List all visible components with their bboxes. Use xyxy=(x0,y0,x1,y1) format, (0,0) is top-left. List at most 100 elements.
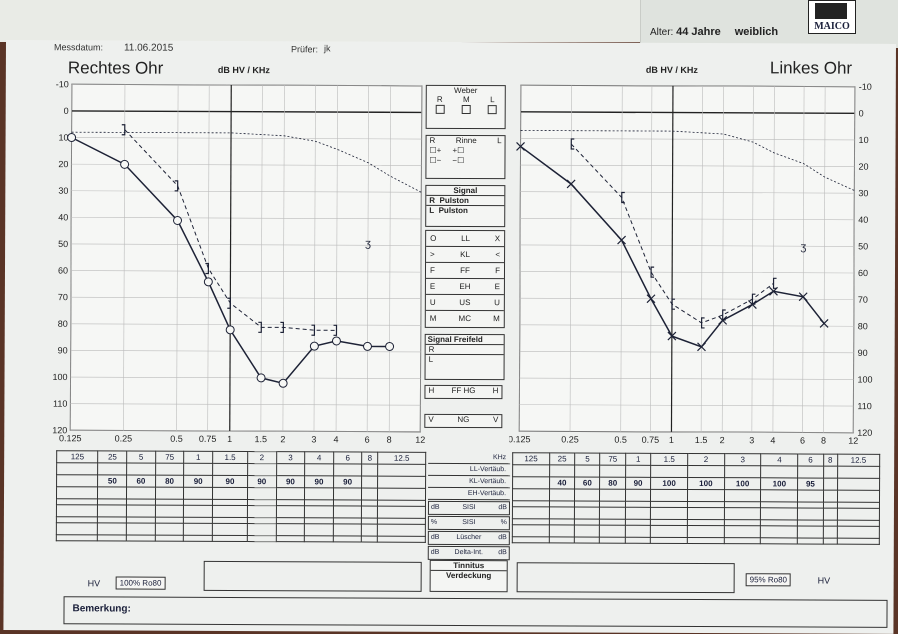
table-cell: 90 xyxy=(625,477,651,490)
table-cell: 2 xyxy=(247,451,277,464)
y-tick-label: 110 xyxy=(53,399,67,409)
plot-area xyxy=(518,84,856,434)
hv-right-label: HV xyxy=(87,578,101,589)
table-cell xyxy=(823,466,838,479)
table-cell xyxy=(377,476,426,489)
hv-left-label: HV xyxy=(817,575,831,586)
row-label: KHz xyxy=(428,451,511,465)
table-cell xyxy=(333,505,362,519)
table-row xyxy=(56,534,426,543)
grid-line xyxy=(282,85,285,432)
table-cell xyxy=(275,523,305,536)
table-cell: 95 xyxy=(797,477,824,491)
grid-line xyxy=(519,377,854,380)
x-tick-label: 0.125 xyxy=(509,434,530,444)
table-cell xyxy=(276,487,305,500)
table-cell xyxy=(126,523,156,536)
table-row xyxy=(512,536,880,545)
table-cell xyxy=(275,505,305,518)
sisi-row: dB Delta-Int. dB xyxy=(427,545,510,561)
y-tick-label: 30 xyxy=(858,188,868,198)
left-unit-label: dB HV / KHz xyxy=(645,64,698,76)
table-cell xyxy=(377,506,426,519)
tinnitus-box: Tinnitus Verdeckung xyxy=(429,559,508,593)
data-point xyxy=(566,179,576,189)
table-cell xyxy=(56,462,99,475)
ng-row: V NG V xyxy=(424,413,503,429)
table-cell xyxy=(333,487,362,501)
table-cell xyxy=(724,507,761,520)
table-cell xyxy=(761,465,798,478)
table-cell: 80 xyxy=(155,475,184,488)
tinnitus-right-box xyxy=(203,560,422,592)
weber-checkbox-r[interactable] xyxy=(435,104,445,114)
weber-title: Weber xyxy=(454,85,478,96)
hv-right-value: 100% Ro80 xyxy=(115,576,166,590)
grid-line xyxy=(519,297,854,300)
table-cell: 100 xyxy=(650,477,688,490)
tinnitus-left-box xyxy=(516,562,735,594)
table-cell xyxy=(549,524,575,537)
x-tick-label: 3 xyxy=(311,434,316,444)
grid-line xyxy=(520,191,855,194)
data-point xyxy=(256,373,266,383)
table-cell xyxy=(625,537,651,544)
x-tick-label: 6 xyxy=(365,435,370,445)
y-tick-label: 120 xyxy=(857,428,872,438)
table-cell: 12.5 xyxy=(837,454,880,467)
maico-logo: MAICO xyxy=(808,0,856,34)
table-cell: 60 xyxy=(574,476,601,490)
table-cell xyxy=(361,476,378,489)
table-cell xyxy=(549,536,575,543)
table-cell: 90 xyxy=(333,475,362,489)
data-point xyxy=(333,324,338,336)
x-tick-label: 2 xyxy=(280,434,285,444)
sisi-row: dB SISI dB xyxy=(427,500,510,516)
x-tick-label: 12 xyxy=(415,435,425,445)
table-row-labels: KHz LL-Vertäub. KL-Vertäub. EH-Vertäub. dB SI… xyxy=(427,451,511,561)
y-tick-label: 20 xyxy=(58,159,68,169)
legend-row: E EH E xyxy=(425,277,504,295)
table-cell xyxy=(155,523,184,536)
pruefer-label: Prüfer: xyxy=(290,44,318,55)
table-cell: 2 xyxy=(687,453,725,466)
header-strip xyxy=(640,0,898,48)
table-cell xyxy=(574,524,600,538)
table-cell: 6 xyxy=(797,453,824,467)
table-cell xyxy=(549,488,575,501)
y-tick-label: 20 xyxy=(858,162,868,172)
table-cell xyxy=(126,535,156,542)
hv-left-value: 95% Ro80 xyxy=(745,573,792,587)
y-tick-label: 30 xyxy=(58,186,68,196)
y-tick-label: 40 xyxy=(858,215,868,225)
rinne-title: Rinne xyxy=(455,135,477,146)
audiogram-sheet: Messdatum: 11.06.2015 Prüfer: jk Rechtes… xyxy=(3,40,896,634)
grid-line xyxy=(419,85,423,432)
data-point xyxy=(278,378,288,388)
grid-line xyxy=(520,84,855,88)
table-cell xyxy=(183,463,213,476)
age-info: Alter: 44 Jahre weiblich xyxy=(650,26,778,38)
table-cell xyxy=(797,507,824,521)
grid-line xyxy=(70,296,421,300)
table-cell xyxy=(823,478,838,491)
grid-line xyxy=(335,85,338,432)
table-cell: 100 xyxy=(687,477,725,490)
table-cell xyxy=(724,489,761,502)
table-cell: 80 xyxy=(600,477,626,490)
grid-line xyxy=(772,86,775,433)
table-cell: 8 xyxy=(823,454,838,467)
x-tick-label: 0.5 xyxy=(614,435,627,445)
weber-checkbox-m[interactable] xyxy=(461,104,471,115)
table-cell xyxy=(599,525,626,538)
table-cell xyxy=(56,522,98,535)
row-label: EH-Vertäub. xyxy=(427,487,511,501)
weber-checkbox-l[interactable] xyxy=(487,105,497,115)
table-cell xyxy=(212,535,248,542)
table-cell xyxy=(625,465,651,478)
grid-line xyxy=(70,323,421,326)
table-cell: 90 xyxy=(247,475,277,488)
data-point xyxy=(121,124,126,136)
table-cell: 4 xyxy=(304,451,334,464)
weber-m: M xyxy=(463,94,470,105)
